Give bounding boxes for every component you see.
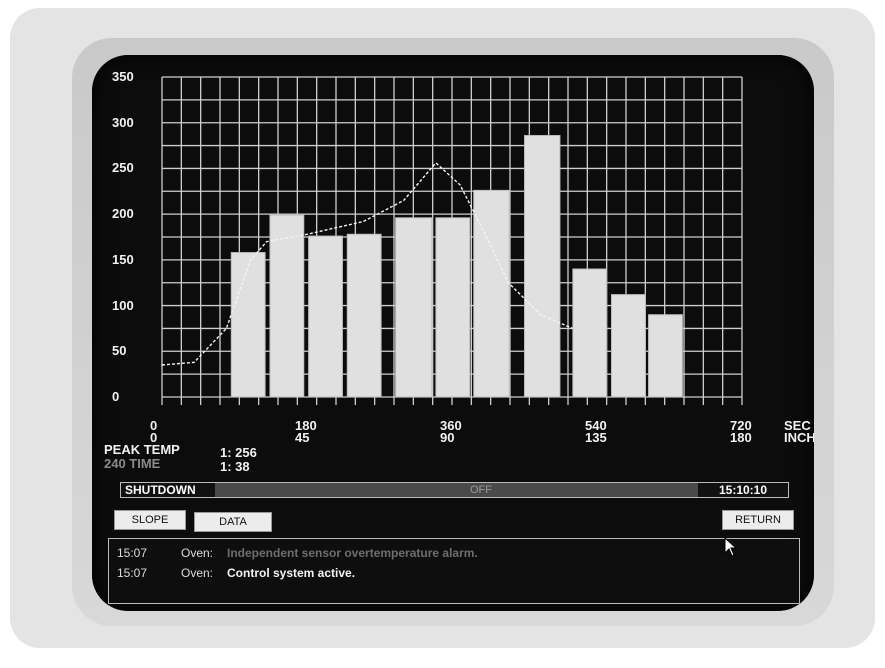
bar — [611, 294, 646, 398]
bar — [346, 233, 382, 398]
y-tick-label: 150 — [112, 251, 134, 267]
x-tick-label-sec: 720 — [730, 418, 752, 433]
bar — [269, 214, 305, 398]
y-tick-label: 100 — [112, 297, 134, 313]
message-text: Control system active. — [227, 566, 356, 580]
message-row: 15:07 Oven: Control system active. — [117, 566, 355, 580]
shutdown-state: OFF — [470, 484, 492, 496]
bar — [524, 135, 561, 398]
x-tick-label-inch: 45 — [295, 430, 310, 445]
x-tick-label-sec: 360 — [440, 418, 462, 433]
x-tick-label-inch: 180 — [730, 430, 752, 445]
y-tick-label: 0 — [112, 389, 120, 404]
return-button[interactable]: RETURN — [722, 510, 794, 530]
bar — [395, 217, 433, 398]
clock: 15:10:10 — [698, 483, 788, 497]
x-unit-sec: SEC — [784, 418, 811, 433]
peak-temp-value: 1: 256 — [220, 445, 257, 460]
y-tick-label: 350 — [112, 69, 134, 84]
shutdown-label: SHUTDOWN — [121, 483, 215, 497]
slope-button[interactable]: SLOPE — [114, 510, 186, 530]
temperature-line — [161, 161, 574, 366]
message-source: Oven: — [181, 546, 214, 560]
time-value: 1: 38 — [220, 459, 250, 474]
x-tick-label-inch: 135 — [585, 430, 607, 445]
bar — [648, 314, 683, 398]
y-tick-label: 200 — [112, 206, 134, 222]
bar — [473, 189, 510, 398]
crt-screen: 0 50 100 150 200 250 300 350 0 0 180 45 360 90 540 135… — [92, 55, 814, 611]
x-tick-label-sec: 540 — [585, 418, 607, 433]
x-unit-inch: INCH — [784, 430, 814, 445]
message-text: Independent sensor overtemperature alarm… — [227, 546, 478, 560]
y-tick-label: 250 — [112, 160, 134, 176]
bar — [572, 268, 608, 398]
message-time: 15:07 — [117, 566, 148, 580]
peak-temp-label: PEAK TEMP — [104, 442, 180, 457]
time-label: 240 TIME — [104, 456, 161, 471]
x-tick-label-inch: 0 — [150, 430, 158, 445]
mouse-pointer-icon — [724, 537, 738, 557]
bar — [308, 235, 343, 398]
message-row: 15:07 Oven: Independent sensor overtempera… — [117, 546, 478, 560]
bar — [230, 252, 266, 398]
message-source: Oven: — [181, 566, 214, 580]
y-tick-label: 300 — [112, 114, 134, 130]
oven-profile-chart — [161, 76, 743, 405]
shutdown-status-bar: SHUTDOWN OFF 15:10:10 — [120, 482, 789, 498]
x-tick-label-sec: 180 — [295, 418, 317, 433]
bar — [435, 217, 471, 398]
message-time: 15:07 — [117, 546, 148, 560]
data-button[interactable]: DATA — [194, 512, 272, 532]
y-tick-label: 50 — [112, 343, 127, 359]
message-log: 15:07 Oven: Independent sensor overtempera… — [108, 538, 800, 604]
x-tick-label-sec: 0 — [150, 418, 158, 433]
x-tick-label-inch: 90 — [440, 430, 455, 445]
